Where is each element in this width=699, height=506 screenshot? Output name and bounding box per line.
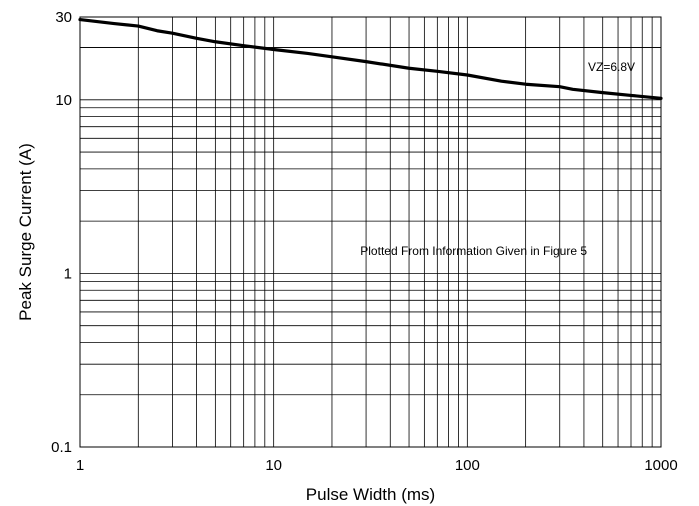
x-tick-label: 1000 bbox=[644, 457, 677, 474]
x-tick-label: 100 bbox=[455, 457, 480, 474]
y-tick-label: 1 bbox=[64, 265, 72, 282]
y-tick-label: 0.1 bbox=[51, 439, 72, 456]
annotations: VZ=6.8V Plotted From Information Given in… bbox=[360, 60, 635, 258]
x-tick-label: 10 bbox=[265, 457, 282, 474]
x-tick-label: 1 bbox=[76, 457, 84, 474]
y-tick-label: 10 bbox=[55, 92, 72, 109]
series-layer bbox=[78, 17, 663, 100]
y-tick-labels: 0.1 1 10 30 bbox=[51, 9, 72, 456]
y-axis-title: Peak Surge Current (A) bbox=[16, 143, 35, 321]
grid bbox=[79, 16, 661, 448]
annotation-label: VZ=6.8V bbox=[588, 60, 635, 74]
x-axis-title: Pulse Width (ms) bbox=[306, 485, 435, 504]
annotation-label: Plotted From Information Given in Figure… bbox=[360, 244, 587, 258]
y-tick-label: 30 bbox=[55, 9, 72, 26]
series-line bbox=[78, 17, 663, 100]
x-tick-labels: 1 10 100 1000 bbox=[76, 457, 678, 474]
plot-frame bbox=[79, 16, 662, 448]
